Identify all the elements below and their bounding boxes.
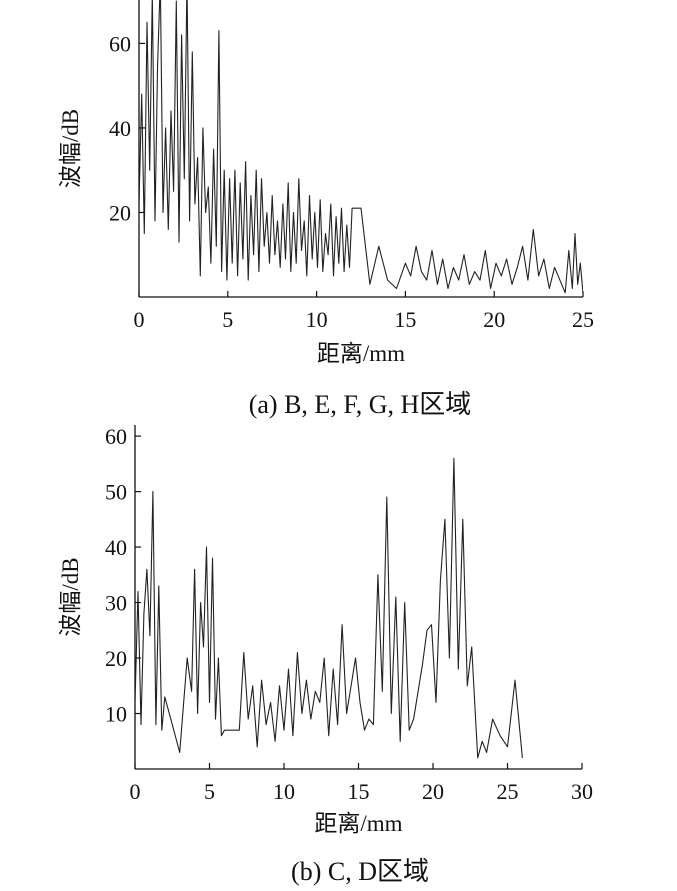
y-tick-label: 40 — [105, 535, 127, 560]
chart-caption: (a) B, E, F, G, H区域 — [249, 390, 472, 419]
x-tick-label: 10 — [306, 307, 328, 332]
x-tick-label: 20 — [483, 307, 505, 332]
x-tick-label: 15 — [348, 779, 370, 804]
y-tick-label: 10 — [105, 702, 127, 727]
chart-panel-b: 0 5 10 15 20 25 30 10 20 30 40 50 60 距离/mm 波幅/dB (b) C,… — [58, 424, 593, 886]
data-series-line-0 — [135, 457, 523, 759]
x-tick-label: 5 — [222, 307, 233, 332]
y-tick-label: 30 — [105, 591, 127, 616]
x-tick-label: 10 — [273, 779, 295, 804]
y-tick-label: 20 — [105, 646, 127, 671]
x-axis-label: 距离/mm — [317, 341, 405, 366]
x-axis-label: 距离/mm — [314, 811, 402, 836]
chart-panel-a: 0 5 10 15 20 25 20 40 60 距离/mm 波幅/dB (a) B, E, F, G… — [58, 0, 594, 419]
y-tick-label: 20 — [109, 200, 131, 225]
x-tick-label: 25 — [497, 779, 519, 804]
y-tick-label: 40 — [109, 116, 131, 141]
x-tick-label: 25 — [572, 307, 594, 332]
y-tick-label: 60 — [109, 31, 131, 56]
x-tick-label: 0 — [134, 307, 145, 332]
chart-caption: (b) C, D区域 — [291, 857, 429, 886]
x-tick-label: 15 — [394, 307, 416, 332]
y-axis-label: 波幅/dB — [58, 109, 83, 188]
data-series-line-0 — [139, 0, 583, 294]
y-tick-label: 60 — [105, 424, 127, 449]
x-tick-label: 5 — [204, 779, 215, 804]
x-tick-label: 30 — [571, 779, 593, 804]
x-tick-label: 20 — [422, 779, 444, 804]
y-axis-label: 波幅/dB — [58, 557, 83, 636]
y-tick-label: 50 — [105, 480, 127, 505]
x-tick-label: 0 — [130, 779, 141, 804]
